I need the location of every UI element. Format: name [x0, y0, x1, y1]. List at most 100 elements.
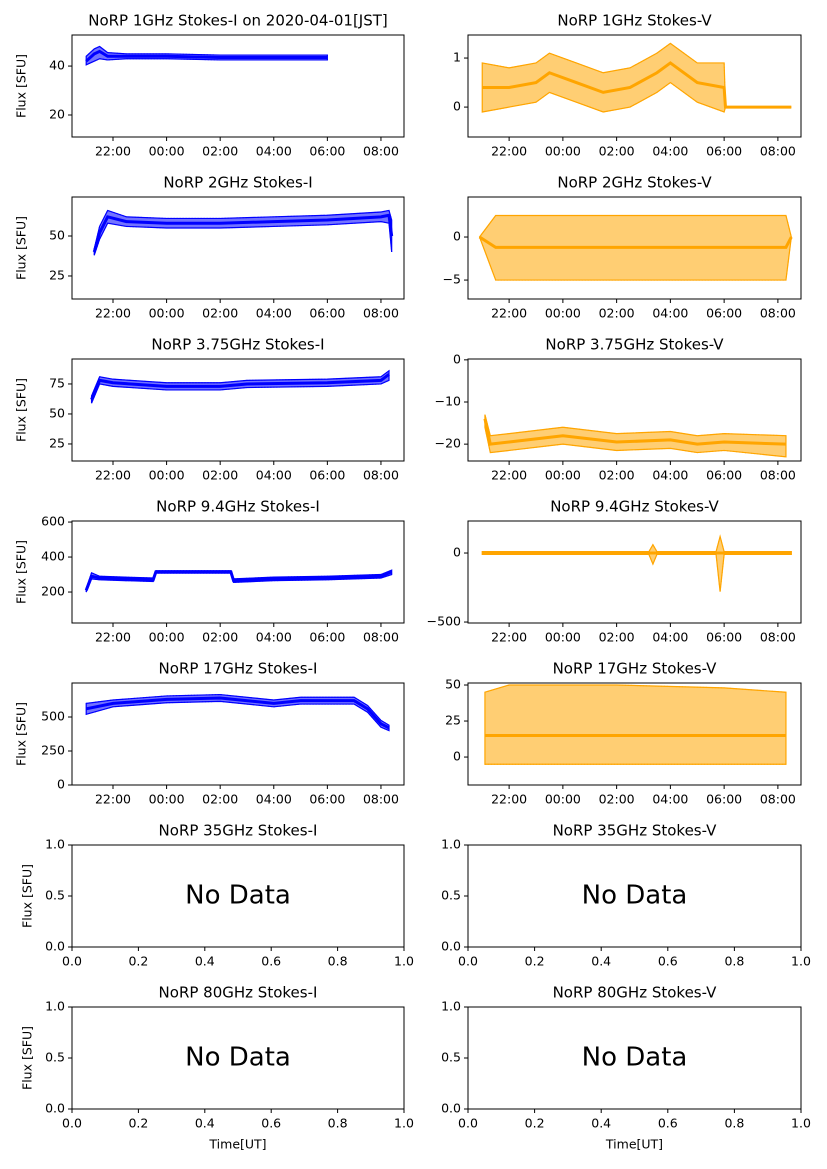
y-tick-label: 0: [453, 749, 461, 764]
x-tick-label: 04:00: [256, 630, 292, 645]
y-axis-label: Flux [SFU]: [20, 1026, 35, 1090]
panel-title: NoRP 17GHz Stokes-I: [159, 660, 318, 678]
y-tick-label: 0.5: [441, 1050, 461, 1065]
x-tick-label: 04:00: [652, 144, 688, 159]
y-tick-label: 25: [445, 713, 461, 728]
spread-edge: [479, 236, 792, 281]
spread-edge: [85, 58, 328, 66]
x-tick-label: 22:00: [491, 468, 527, 483]
spread-edge: [86, 694, 390, 726]
y-tick-label: 1.0: [441, 837, 461, 852]
x-tick-label: 00:00: [149, 306, 185, 321]
x-tick-label: 0.8: [724, 954, 744, 969]
no-data-note: No Data: [185, 1043, 291, 1073]
panel-title: NoRP 1GHz Stokes-V: [557, 12, 712, 30]
y-tick-label: 20: [49, 106, 65, 121]
x-tick-label: 06:00: [706, 630, 742, 645]
x-tick-label: 00:00: [149, 144, 185, 159]
x-tick-label: 06:00: [706, 468, 742, 483]
x-tick-label: 22:00: [95, 792, 131, 807]
spread-band: [481, 534, 792, 592]
spread-band: [93, 209, 393, 256]
spread-edge: [484, 427, 787, 458]
x-tick-label: 1.0: [394, 954, 414, 969]
panel-title: NoRP 9.4GHz Stokes-V: [550, 498, 719, 516]
x-tick-label: 1.0: [791, 954, 811, 969]
x-tick-label: 22:00: [95, 144, 131, 159]
axes-frame: [71, 1006, 405, 1110]
y-tick-label: 0.5: [45, 1050, 65, 1065]
x-tick-label: 22:00: [95, 630, 131, 645]
axes-frame: [71, 682, 405, 786]
y-axis-label: Flux [SFU]: [20, 864, 35, 928]
x-tick-label: 0.0: [62, 1116, 82, 1131]
y-tick-label: 1.0: [441, 999, 461, 1014]
y-tick-label: 25: [49, 435, 65, 450]
spread-edge: [482, 553, 792, 592]
x-tick-label: 22:00: [491, 144, 527, 159]
x-axis-label: Time[UT]: [605, 1137, 663, 1152]
x-tick-label: 0.0: [458, 954, 478, 969]
x-tick-label: 08:00: [760, 630, 796, 645]
x-tick-label: 08:00: [363, 468, 399, 483]
y-tick-label: 75: [49, 375, 65, 390]
y-tick-label: 40: [49, 58, 65, 73]
panel-title: NoRP 35GHz Stokes-I: [159, 822, 318, 840]
y-tick-label: 500: [41, 709, 65, 724]
series-line: [85, 696, 390, 730]
axes-frame: [467, 844, 802, 948]
y-tick-label: 0.5: [45, 888, 65, 903]
series-line: [482, 61, 792, 109]
x-tick-label: 0.8: [328, 954, 348, 969]
x-tick-label: 08:00: [760, 792, 796, 807]
x-axis-label: Time[UT]: [208, 1137, 266, 1152]
x-tick-label: 08:00: [363, 144, 399, 159]
x-tick-label: 04:00: [256, 468, 292, 483]
axes-frame: [467, 358, 802, 462]
panel-title: NoRP 2GHz Stokes-I: [163, 174, 312, 192]
x-tick-label: 06:00: [309, 306, 345, 321]
x-tick-label: 06:00: [706, 144, 742, 159]
x-tick-label: 0.4: [591, 954, 611, 969]
x-tick-label: 04:00: [652, 306, 688, 321]
y-tick-label: 1: [453, 50, 461, 65]
y-tick-label: 0: [57, 777, 65, 792]
x-tick-label: 1.0: [791, 1116, 811, 1131]
x-tick-label: 02:00: [599, 630, 635, 645]
x-tick-label: 04:00: [652, 630, 688, 645]
x-tick-label: 0.8: [328, 1116, 348, 1131]
x-tick-label: 00:00: [545, 306, 581, 321]
x-tick-label: 0.4: [591, 1116, 611, 1131]
spread-band: [90, 369, 390, 404]
y-tick-label: 0: [453, 229, 461, 244]
x-tick-label: 08:00: [760, 306, 796, 321]
series-line: [90, 373, 390, 401]
y-tick-label: 0.5: [441, 888, 461, 903]
no-data-note: No Data: [582, 881, 688, 911]
y-tick-label: 0: [453, 99, 461, 114]
series-line: [92, 213, 394, 253]
x-tick-label: 02:00: [202, 306, 238, 321]
y-axis-label: Flux [SFU]: [14, 54, 29, 118]
x-tick-label: 00:00: [545, 468, 581, 483]
y-tick-label: 0: [453, 351, 461, 366]
y-tick-label: 0.0: [45, 939, 65, 954]
x-tick-label: 08:00: [363, 306, 399, 321]
y-tick-label: 0.0: [45, 1101, 65, 1116]
x-tick-label: 22:00: [491, 306, 527, 321]
y-tick-label: 0.0: [441, 939, 461, 954]
x-tick-label: 22:00: [491, 792, 527, 807]
no-data-note: No Data: [582, 1043, 688, 1073]
axes-frame: [467, 682, 802, 786]
x-tick-label: 02:00: [202, 630, 238, 645]
panel-title: NoRP 80GHz Stokes-I: [159, 984, 318, 1002]
x-tick-label: 04:00: [256, 144, 292, 159]
x-tick-label: 02:00: [202, 468, 238, 483]
x-tick-label: 0.2: [525, 1116, 545, 1131]
y-tick-label: 0.0: [441, 1101, 461, 1116]
x-tick-label: 0.4: [195, 954, 215, 969]
spread-edge: [93, 209, 393, 249]
y-tick-label: 25: [49, 267, 65, 282]
axes-frame: [467, 34, 802, 138]
y-tick-label: 400: [41, 549, 65, 564]
